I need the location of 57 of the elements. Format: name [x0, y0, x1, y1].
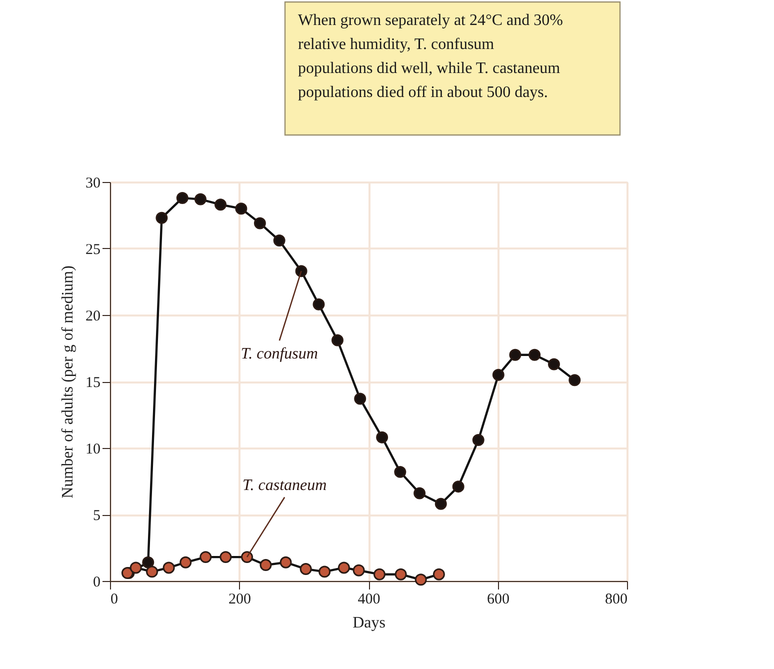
point: [414, 574, 427, 586]
y-tick-label: 5: [93, 508, 100, 524]
y-axis-title: Number of adults (per g of medium): [60, 266, 76, 498]
x-tick-label: 800: [605, 592, 628, 608]
point: [568, 374, 581, 386]
point: [528, 348, 541, 361]
point: [214, 198, 227, 211]
point: [142, 556, 154, 568]
point: [452, 480, 464, 493]
point: [235, 202, 248, 215]
point: [472, 434, 484, 446]
point: [146, 566, 158, 578]
point: [338, 562, 350, 574]
point: [352, 564, 365, 576]
point: [273, 234, 286, 247]
point: [130, 562, 142, 574]
point: [432, 568, 445, 580]
point: [509, 348, 522, 361]
point: [254, 217, 266, 230]
point: [260, 559, 272, 572]
point: [414, 487, 426, 500]
point: [200, 551, 212, 564]
y-tick-label: 10: [86, 442, 100, 458]
x-tick-label: 400: [358, 592, 380, 608]
point: [354, 392, 366, 405]
y-tick-label: 0: [93, 574, 100, 590]
point: [194, 193, 206, 206]
point: [162, 562, 175, 574]
point: [180, 556, 192, 568]
text: When grown separately at 24°C and 30% relative humidity, T. confusum populations did well, while T. castaneum populations died off in about 500 days.: [298, 12, 563, 101]
point: [280, 556, 292, 568]
x-tick-label: 200: [228, 592, 251, 608]
point: [373, 568, 386, 580]
series-label: T. confusum: [240, 346, 318, 363]
point: [156, 212, 168, 224]
point: [295, 265, 308, 278]
y-tick-label: 20: [86, 308, 100, 324]
point: [220, 551, 232, 564]
point: [394, 466, 406, 478]
text: T. castaneum: [242, 477, 327, 494]
point: [331, 334, 344, 346]
point: [318, 566, 331, 578]
y-tick-label: 30: [86, 176, 100, 192]
point: [376, 431, 388, 444]
x-tick-label: 0: [110, 592, 118, 608]
point: [492, 368, 504, 381]
point: [241, 551, 253, 564]
x-tick-label: 600: [487, 592, 510, 608]
point: [394, 568, 407, 580]
y-tick-label: 25: [86, 242, 100, 258]
point: [548, 358, 560, 370]
point: [176, 192, 188, 204]
point: [434, 498, 447, 510]
point: [300, 563, 312, 576]
y-tick-label: 15: [86, 375, 100, 391]
x-axis-title: Days: [352, 614, 386, 632]
point: [312, 298, 325, 310]
